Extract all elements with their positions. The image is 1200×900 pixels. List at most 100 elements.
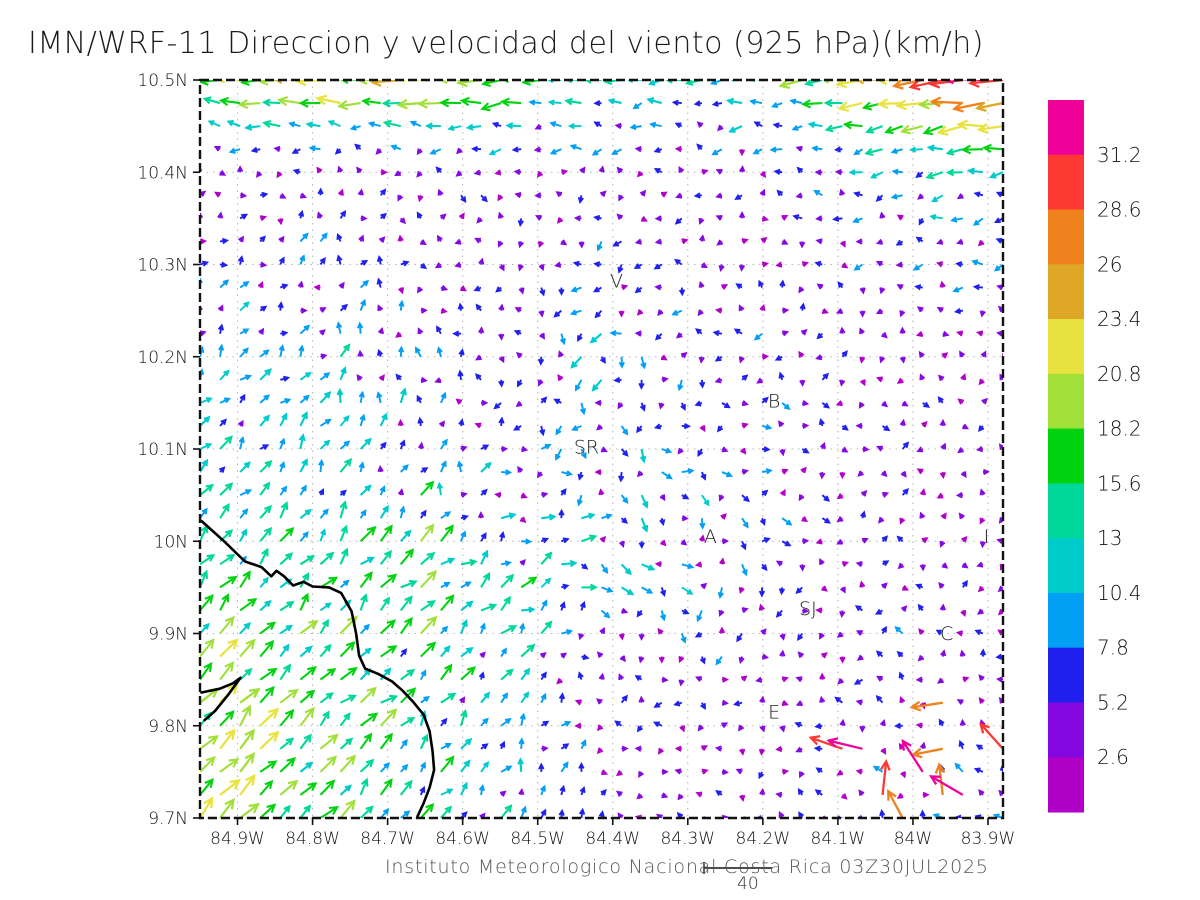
wind-vector-head (890, 193, 898, 200)
wind-vector-head (701, 262, 708, 269)
wind-vector-head (218, 343, 225, 351)
wind-vector-head (307, 782, 318, 792)
wind-vector-head (203, 415, 211, 423)
wind-vector-head (405, 548, 415, 558)
wind-vector-shaft (866, 148, 883, 155)
wind-vector-head (813, 745, 821, 752)
wind-vector-head (238, 235, 245, 243)
wind-vector-head (439, 98, 450, 108)
wind-vector-head (528, 576, 538, 585)
wind-vector-head (200, 569, 209, 579)
wind-vector-shaft (339, 641, 355, 658)
wind-vector-head (781, 215, 789, 221)
wind-vector-head (922, 126, 933, 136)
wind-vector-head (361, 97, 371, 106)
wind-vector-head (317, 187, 324, 195)
wind-vector-head (875, 608, 882, 615)
wind-vector-head (397, 234, 404, 242)
wind-vector-shaft (299, 620, 318, 635)
wind-vector-head (205, 443, 213, 449)
wind-vector-head (792, 214, 800, 221)
page-title: IMN/WRF-11 Direccion y velocidad del vie… (28, 26, 984, 61)
wind-vector-head (569, 309, 577, 316)
wind-vector-head (562, 537, 570, 544)
wind-vector-head (861, 537, 869, 544)
wind-vector-head (397, 194, 404, 202)
wind-vector-head (437, 188, 444, 196)
wind-vector-head (594, 468, 602, 476)
wind-vector-head (978, 425, 985, 432)
wind-vector-shaft (480, 573, 490, 588)
wind-vector-head (562, 761, 569, 769)
wind-vector-head (399, 439, 406, 447)
wind-vector-head (440, 460, 447, 467)
colorbar-band (1048, 538, 1084, 594)
wind-vector-head (202, 260, 210, 267)
wind-vector-shaft (384, 121, 401, 128)
wind-vector-head (855, 238, 863, 245)
wind-vector-head (200, 238, 208, 245)
wind-vector-shaft (500, 625, 516, 635)
wind-vector-head (681, 515, 689, 522)
wind-vector-head (819, 557, 825, 565)
wind-vector-head (869, 172, 877, 179)
wind-vector-head (497, 194, 504, 202)
wind-vector-head (565, 628, 574, 636)
wind-vector-head (995, 191, 1003, 198)
wind-vector-head (823, 495, 831, 502)
wind-vector-head (981, 143, 992, 153)
wind-vector-head (382, 504, 389, 513)
wind-vector-shaft (380, 695, 397, 704)
wind-vector-head (761, 215, 770, 222)
wind-vector-head (285, 526, 295, 537)
wind-vector-head (282, 375, 291, 382)
wind-vector-head (939, 472, 946, 480)
wind-vector-head (517, 241, 524, 249)
wind-vector-head (819, 695, 826, 703)
wind-vector-head (399, 505, 406, 513)
wind-vector-head (577, 196, 584, 205)
wind-vector-head (895, 261, 903, 268)
wind-vector-head (799, 379, 806, 387)
wind-vector-shaft (200, 149, 201, 151)
wind-vector-shaft (912, 747, 943, 756)
wind-vector-head (929, 213, 937, 221)
wind-vector-head (883, 425, 891, 432)
wind-vector-head (734, 194, 742, 200)
wind-vector-head (887, 788, 897, 801)
wind-vector-shaft (379, 525, 393, 542)
wind-vector-head (540, 692, 547, 700)
wind-vector-head (775, 261, 783, 268)
wind-vector-shaft (219, 711, 234, 727)
wind-vector-head (977, 239, 985, 247)
wind-vector-head (244, 123, 253, 131)
wind-vector-head (916, 306, 924, 313)
wind-vector-head (741, 422, 749, 429)
wind-vector-head (559, 338, 566, 346)
wind-vector-head (696, 143, 703, 150)
wind-vector-head (960, 610, 967, 618)
wind-vector-head (998, 443, 1003, 451)
wind-vector-head (998, 517, 1003, 524)
wind-vector-shaft (219, 639, 238, 658)
wind-vector-head (814, 722, 822, 730)
wind-vector-shaft (480, 604, 496, 612)
station-label-v: V (610, 271, 623, 293)
wind-vector-head (436, 234, 443, 242)
wind-vector-head (268, 730, 280, 742)
wind-vector-head (759, 303, 766, 311)
station-label-e: E (768, 701, 780, 723)
wind-vector-head (657, 309, 664, 317)
wind-vector-head (862, 446, 870, 453)
wind-vector-head (511, 146, 519, 153)
wind-vector-head (936, 125, 949, 136)
wind-vector-head (457, 369, 464, 377)
wind-vector-head (758, 748, 766, 756)
wind-vector-head (980, 350, 987, 358)
wind-vector-head (896, 377, 904, 384)
wind-vector-head (853, 191, 861, 198)
wind-vector-head (896, 650, 904, 658)
wind-vector-head (478, 671, 485, 679)
wind-vector-head (539, 651, 547, 659)
wind-vector-head (653, 263, 661, 270)
